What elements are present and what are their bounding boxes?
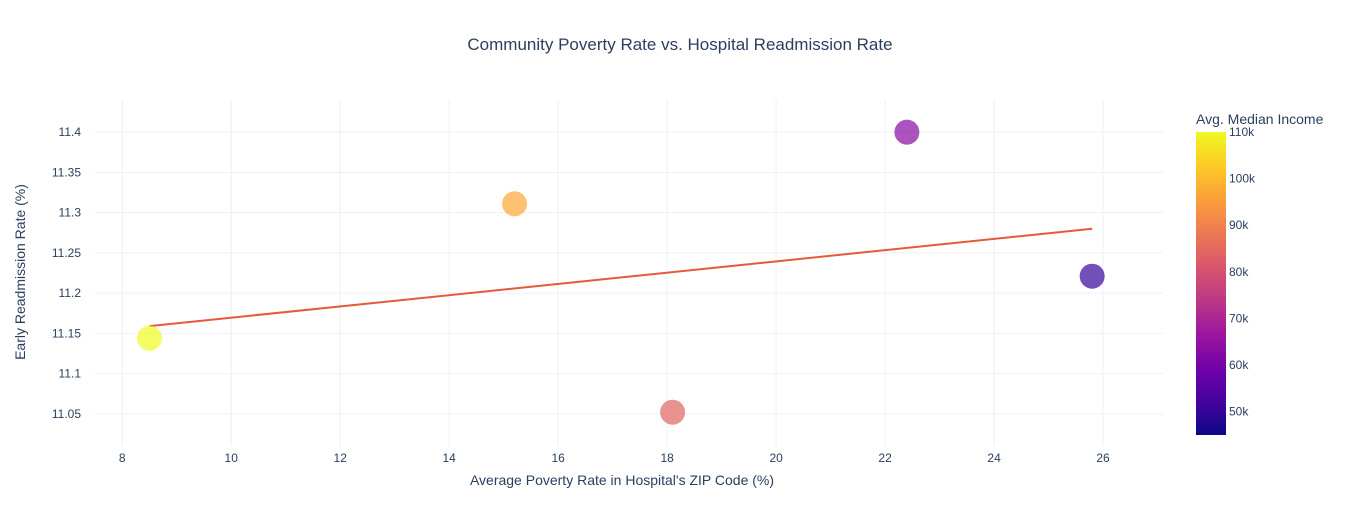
colorbar-tick-label: 60k — [1229, 358, 1249, 372]
y-tick-label: 11.1 — [59, 367, 82, 381]
colorbar-tick-label: 50k — [1229, 405, 1249, 419]
colorbar: Avg. Median Income 50k 60k 70k 80k 90k 100k 11… — [1196, 111, 1324, 435]
scatter-point[interactable] — [502, 191, 528, 217]
scatter-point[interactable] — [894, 119, 920, 145]
x-tick-labels: 8 10 12 14 16 18 20 22 24 26 — [119, 451, 1110, 465]
trendline-layer — [149, 227, 1093, 328]
y-tick-label: 11.4 — [59, 125, 82, 139]
grid-lines — [95, 100, 1163, 446]
x-tick-label: 8 — [119, 451, 126, 465]
x-tick-label: 10 — [225, 451, 239, 465]
x-tick-label: 18 — [660, 451, 674, 465]
chart-title: Community Poverty Rate vs. Hospital Read… — [467, 35, 892, 54]
y-tick-label: 11.2 — [59, 286, 82, 300]
y-axis-title: Early Readmission Rate (%) — [12, 184, 28, 360]
scatter-point[interactable] — [1079, 263, 1105, 289]
y-tick-label: 11.05 — [52, 407, 81, 421]
colorbar-gradient — [1196, 132, 1226, 435]
x-tick-label: 14 — [443, 451, 457, 465]
trendline — [149, 227, 1093, 328]
y-tick-label: 11.25 — [52, 246, 81, 260]
y-tick-label: 11.15 — [52, 326, 81, 340]
colorbar-tick-label: 90k — [1229, 218, 1249, 232]
scatter-point[interactable] — [660, 399, 686, 425]
y-tick-labels: 11.05 11.1 11.15 11.2 11.25 11.3 11.35 11.4 — [52, 125, 81, 421]
colorbar-tick-label: 100k — [1229, 172, 1256, 186]
x-axis-title: Average Poverty Rate in Hospital's ZIP C… — [470, 472, 774, 488]
x-tick-label: 26 — [1096, 451, 1110, 465]
colorbar-tick-label: 80k — [1229, 265, 1249, 279]
x-tick-label: 20 — [769, 451, 783, 465]
x-tick-label: 16 — [551, 451, 565, 465]
y-tick-label: 11.35 — [52, 165, 81, 179]
colorbar-tick-label: 70k — [1229, 311, 1249, 325]
colorbar-tick-label: 110k — [1229, 125, 1255, 139]
scatter-point[interactable] — [136, 325, 162, 351]
x-tick-label: 22 — [878, 451, 892, 465]
y-tick-label: 11.3 — [59, 206, 82, 220]
x-tick-label: 24 — [987, 451, 1001, 465]
x-tick-label: 12 — [334, 451, 348, 465]
points-layer — [136, 119, 1105, 425]
colorbar-title: Avg. Median Income — [1196, 111, 1324, 127]
